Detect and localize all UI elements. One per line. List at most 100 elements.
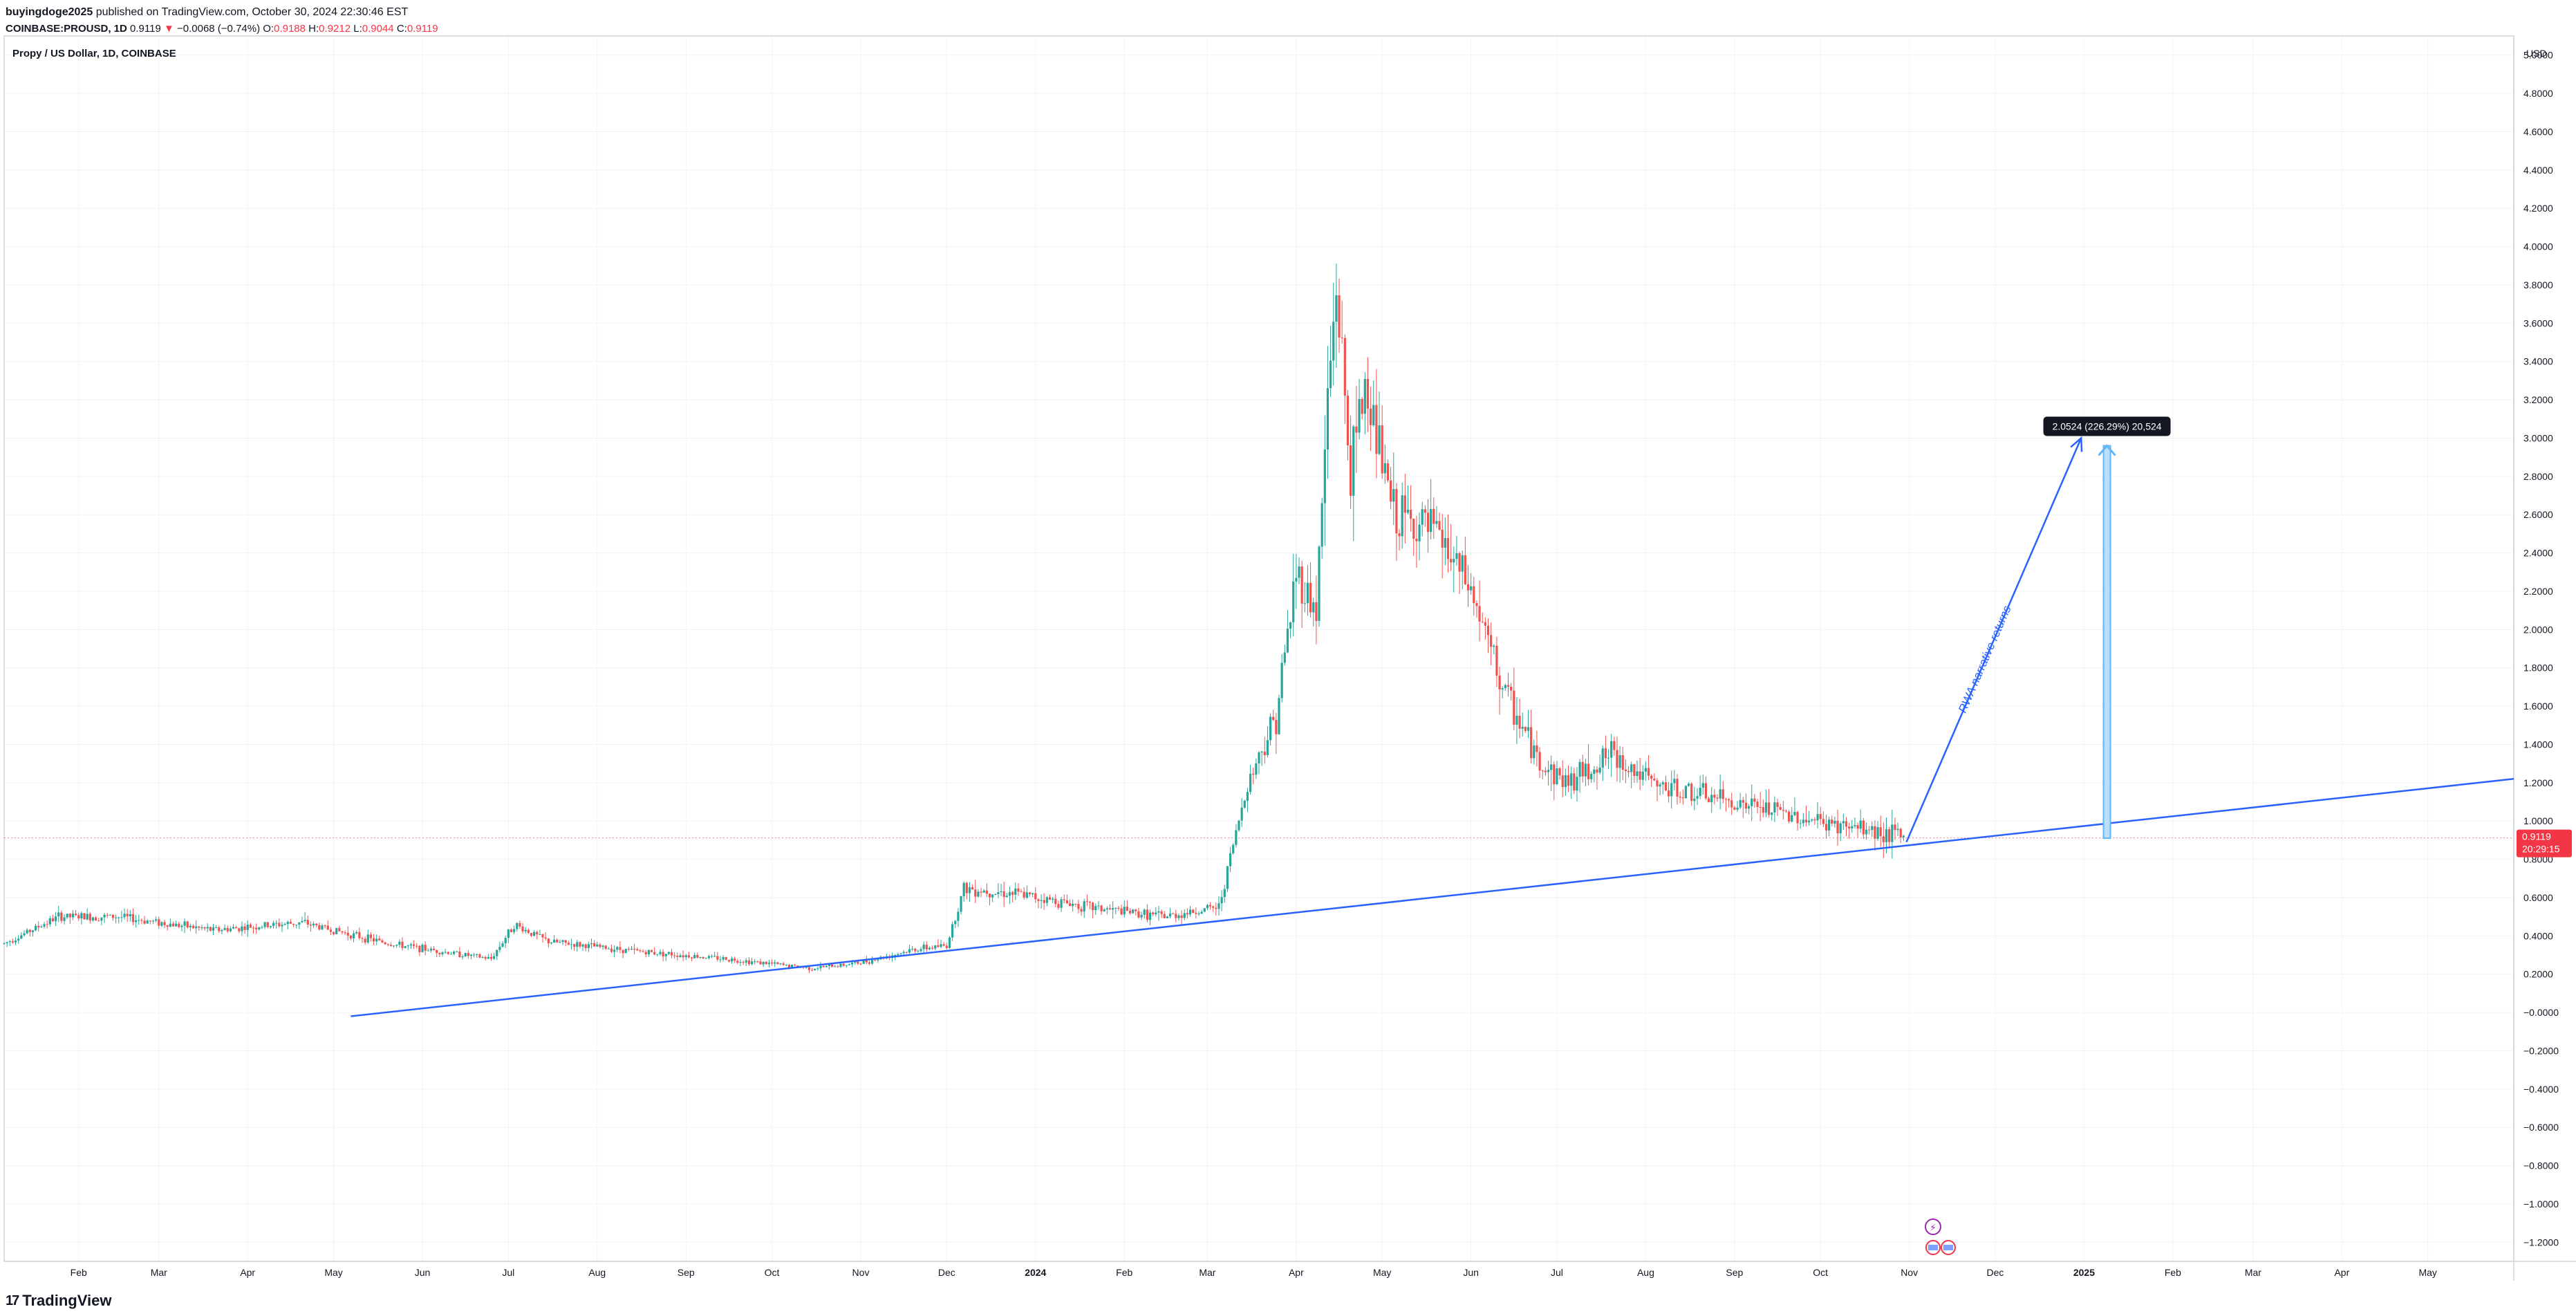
- candle-body: [1659, 784, 1661, 787]
- price-tick-label: 4.0000: [2523, 241, 2553, 252]
- candle-body: [850, 963, 854, 965]
- price-tick-label: 5.0000: [2523, 50, 2553, 61]
- author-name[interactable]: buyingdoge2025: [6, 6, 93, 18]
- candle-body: [596, 944, 599, 947]
- candle-body: [1808, 820, 1811, 823]
- candle-body: [1558, 768, 1561, 776]
- candle-body: [988, 893, 991, 898]
- candle-body: [111, 914, 115, 918]
- price-tick-label: −0.6000: [2523, 1122, 2559, 1133]
- candle-body: [722, 957, 725, 960]
- candle-body: [226, 928, 229, 932]
- measure-label: 2.0524 (226.29%) 20,524: [2053, 421, 2162, 432]
- candle-body: [278, 923, 281, 927]
- symbol-label[interactable]: COINBASE:PROUSD, 1D: [6, 23, 127, 35]
- candle-body: [870, 959, 874, 964]
- candle-body: [647, 949, 650, 955]
- candle-body: [536, 932, 539, 935]
- candle-body: [1028, 892, 1032, 895]
- candle-body: [679, 955, 682, 957]
- candle-body: [920, 949, 922, 952]
- candle-body: [937, 945, 940, 947]
- candle-body: [922, 945, 925, 949]
- measure-range[interactable]: [2102, 445, 2111, 840]
- candle-body: [286, 921, 289, 925]
- candle-body: [734, 958, 736, 961]
- candle-body: [298, 922, 301, 925]
- candle-body: [636, 949, 639, 951]
- candle-body: [1736, 807, 1739, 810]
- candle-body: [60, 912, 63, 921]
- candle-body: [1576, 777, 1578, 791]
- candle-body: [825, 965, 828, 967]
- candle-body: [1366, 378, 1370, 409]
- candle-body: [1524, 727, 1527, 731]
- candle-body: [510, 929, 513, 932]
- candle-body: [1040, 900, 1043, 901]
- candle-body: [1773, 802, 1776, 813]
- candle-body: [702, 956, 704, 958]
- candle-body: [1292, 581, 1295, 622]
- candle-body: [155, 919, 158, 921]
- candle-body: [1716, 797, 1719, 799]
- support-trendline[interactable]: [351, 778, 2514, 1017]
- price-tick-label: −0.4000: [2523, 1084, 2559, 1095]
- candle-body: [126, 914, 129, 916]
- candle-body: [1856, 825, 1859, 829]
- brand-name: TradingView: [22, 1292, 112, 1309]
- candle-body: [1650, 775, 1653, 779]
- candle-body: [206, 927, 209, 929]
- tradingview-logo[interactable]: 17 TradingView: [6, 1292, 111, 1310]
- candle-body: [1355, 426, 1358, 433]
- time-tick-label: May: [324, 1267, 342, 1278]
- price-axis[interactable]: 5.0000 4.8000 4.6000 4.4000 4.2000 4.0000 3.80…: [2523, 50, 2559, 1248]
- candle-body: [1132, 909, 1135, 914]
- price-tick-label: 4.2000: [2523, 203, 2553, 214]
- candle-body: [221, 929, 223, 932]
- candle-body: [43, 924, 46, 927]
- event-icons[interactable]: ⚡: [1925, 1218, 1956, 1255]
- candle-body: [1315, 602, 1318, 621]
- time-tick-label: Sep: [678, 1267, 695, 1278]
- candle-body: [1332, 322, 1335, 361]
- candle-body: [604, 945, 607, 949]
- time-tick-label: Nov: [852, 1267, 870, 1278]
- candle-body: [942, 944, 945, 946]
- candle-body: [318, 925, 321, 930]
- candle-body: [579, 942, 581, 947]
- candle-body: [34, 925, 37, 931]
- price-change: −0.0068 (−0.74%): [177, 23, 261, 35]
- narrative-annotation[interactable]: RWA narrative returns: [1956, 604, 2014, 715]
- candle-body: [496, 949, 498, 956]
- candle-body: [215, 927, 218, 928]
- candle-body: [1581, 761, 1584, 777]
- time-tick-label: 2024: [1025, 1267, 1046, 1278]
- candle-body: [1128, 910, 1132, 914]
- candle-body: [1000, 891, 1002, 893]
- candle-body: [564, 940, 567, 943]
- last-price-tag: [2517, 829, 2572, 858]
- candle-body: [1303, 603, 1306, 604]
- candle-body: [624, 949, 627, 954]
- earnings-event-icon[interactable]: [1925, 1218, 1941, 1235]
- candle-body: [897, 954, 899, 956]
- candle-body: [644, 952, 647, 955]
- narrative-arrow[interactable]: [1905, 437, 2082, 843]
- candle-body: [1226, 866, 1229, 889]
- candle-body: [1255, 763, 1258, 775]
- candle-body: [452, 952, 456, 954]
- candle-body: [1822, 819, 1824, 824]
- candle-body: [88, 914, 91, 921]
- candle-body: [129, 914, 131, 916]
- candle-body: [962, 882, 965, 896]
- time-tick-label: Jun: [415, 1267, 431, 1278]
- candle-body: [1742, 799, 1744, 803]
- candle-body: [1370, 408, 1372, 425]
- candle-body: [358, 932, 361, 938]
- high-label: H:: [308, 23, 319, 35]
- time-axis[interactable]: Feb Mar Apr May Jun Jul Aug Sep Oct Nov Dec 2024 Feb…: [71, 1267, 2437, 1278]
- candle-body: [1713, 795, 1716, 798]
- candle-body: [11, 941, 15, 943]
- candle-body: [3, 943, 6, 944]
